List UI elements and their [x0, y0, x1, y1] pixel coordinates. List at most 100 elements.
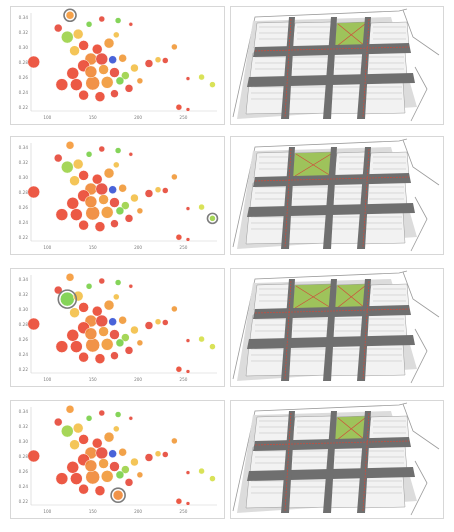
scatter-point[interactable] — [78, 219, 89, 231]
scatter-point[interactable] — [95, 182, 109, 196]
scatter-point[interactable] — [144, 453, 154, 462]
scatter-point[interactable] — [95, 314, 109, 328]
scatter-point[interactable] — [108, 317, 117, 326]
scatter-point[interactable] — [85, 75, 100, 91]
scatter-point[interactable] — [103, 431, 115, 443]
scatter-point[interactable] — [55, 472, 69, 485]
scatter-point[interactable] — [136, 339, 144, 347]
scatter-point[interactable] — [91, 173, 103, 185]
scatter-point[interactable] — [115, 338, 125, 348]
scatter-point[interactable] — [136, 207, 144, 215]
scatter-point[interactable] — [78, 351, 89, 363]
scatter-point[interactable] — [113, 161, 120, 169]
scatter-point[interactable] — [110, 89, 119, 98]
scatter-point[interactable] — [130, 325, 139, 335]
scatter-point[interactable] — [124, 214, 134, 223]
scatter-point[interactable] — [162, 187, 169, 194]
scatter-point[interactable] — [72, 422, 84, 434]
scatter-point[interactable] — [113, 293, 120, 301]
scatter-point[interactable] — [65, 141, 75, 150]
scatter-point[interactable] — [91, 437, 103, 449]
scatter-point[interactable] — [78, 483, 89, 495]
scatter-point[interactable] — [70, 472, 83, 485]
scatter-point[interactable] — [98, 409, 106, 417]
scatter-point[interactable] — [113, 425, 120, 433]
scatter-point[interactable] — [175, 365, 183, 373]
scatter-point[interactable] — [118, 53, 127, 63]
scatter-point[interactable] — [69, 45, 80, 56]
scatter-point[interactable] — [98, 458, 109, 469]
scatter-point[interactable] — [121, 465, 130, 474]
scatter-point[interactable] — [85, 415, 93, 422]
scatter-point[interactable] — [128, 284, 134, 289]
scatter-point[interactable] — [128, 22, 134, 27]
scatter-point[interactable] — [114, 279, 122, 286]
scatter-point[interactable] — [65, 405, 75, 414]
scatter-point[interactable] — [136, 77, 144, 85]
scatter-point[interactable] — [55, 340, 69, 353]
scatter-point[interactable] — [121, 71, 130, 80]
scatter-point[interactable] — [78, 302, 89, 313]
scatter-point[interactable] — [85, 151, 93, 158]
scatter-point[interactable] — [130, 457, 139, 467]
scatter-point[interactable] — [84, 327, 98, 341]
scatter-point[interactable] — [144, 59, 154, 68]
scatter-point[interactable] — [78, 434, 89, 445]
scatter-point[interactable] — [144, 189, 154, 198]
scatter-point[interactable] — [114, 411, 122, 418]
scatter-point[interactable] — [98, 15, 106, 23]
scatter-point[interactable] — [65, 11, 75, 20]
scatter-point[interactable] — [94, 485, 106, 496]
scatter-point[interactable] — [198, 203, 205, 211]
scatter-point[interactable] — [175, 233, 183, 241]
scatter-point[interactable] — [124, 478, 134, 487]
scatter-point[interactable] — [78, 89, 89, 101]
scatter-point[interactable] — [70, 78, 83, 91]
scatter-point[interactable] — [69, 175, 80, 186]
scatter-point[interactable] — [113, 31, 120, 39]
scatter-point[interactable] — [100, 470, 114, 483]
scatter-point[interactable] — [98, 145, 106, 153]
scatter-point[interactable] — [171, 173, 178, 181]
scatter-point[interactable] — [53, 23, 63, 33]
scatter-point[interactable] — [209, 81, 216, 88]
scatter-point[interactable] — [112, 489, 124, 501]
scatter-point[interactable] — [66, 329, 79, 342]
scatter-point[interactable] — [61, 160, 74, 174]
scatter-point[interactable] — [72, 290, 84, 302]
scatter-point[interactable] — [84, 195, 98, 209]
scatter-point[interactable] — [185, 76, 191, 81]
scatter-point[interactable] — [78, 170, 89, 181]
scatter-point[interactable] — [85, 21, 93, 28]
scatter-point[interactable] — [85, 205, 100, 221]
scatter-point[interactable] — [55, 208, 69, 221]
scatter-point[interactable] — [162, 451, 169, 458]
scatter-point[interactable] — [124, 346, 134, 355]
scatter-point[interactable] — [53, 285, 63, 295]
scatter-point[interactable] — [118, 183, 127, 193]
scatter-point[interactable] — [69, 307, 80, 318]
scatter-point[interactable] — [130, 63, 139, 73]
scatter-point[interactable] — [128, 416, 134, 421]
scatter-point[interactable] — [69, 439, 80, 450]
scatter-point[interactable] — [185, 338, 191, 343]
scatter-point[interactable] — [110, 351, 119, 360]
scatter-point[interactable] — [109, 329, 120, 340]
scatter-point[interactable] — [185, 470, 191, 475]
scatter-point[interactable] — [70, 340, 83, 353]
scatter-point[interactable] — [98, 326, 109, 337]
scatter-point[interactable] — [154, 318, 162, 325]
scatter-point[interactable] — [115, 206, 125, 216]
scatter-point[interactable] — [66, 67, 79, 80]
scatter-point[interactable] — [109, 461, 120, 472]
scatter-point[interactable] — [198, 335, 205, 343]
scatter-point[interactable] — [198, 467, 205, 475]
scatter-point[interactable] — [100, 206, 114, 219]
scatter-point[interactable] — [175, 103, 183, 111]
scatter-point[interactable] — [171, 437, 178, 445]
scatter-point[interactable] — [53, 153, 63, 163]
scatter-point[interactable] — [209, 475, 216, 482]
scatter-point[interactable] — [108, 55, 117, 64]
scatter-point[interactable] — [118, 447, 127, 457]
scatter-point[interactable] — [185, 237, 191, 242]
